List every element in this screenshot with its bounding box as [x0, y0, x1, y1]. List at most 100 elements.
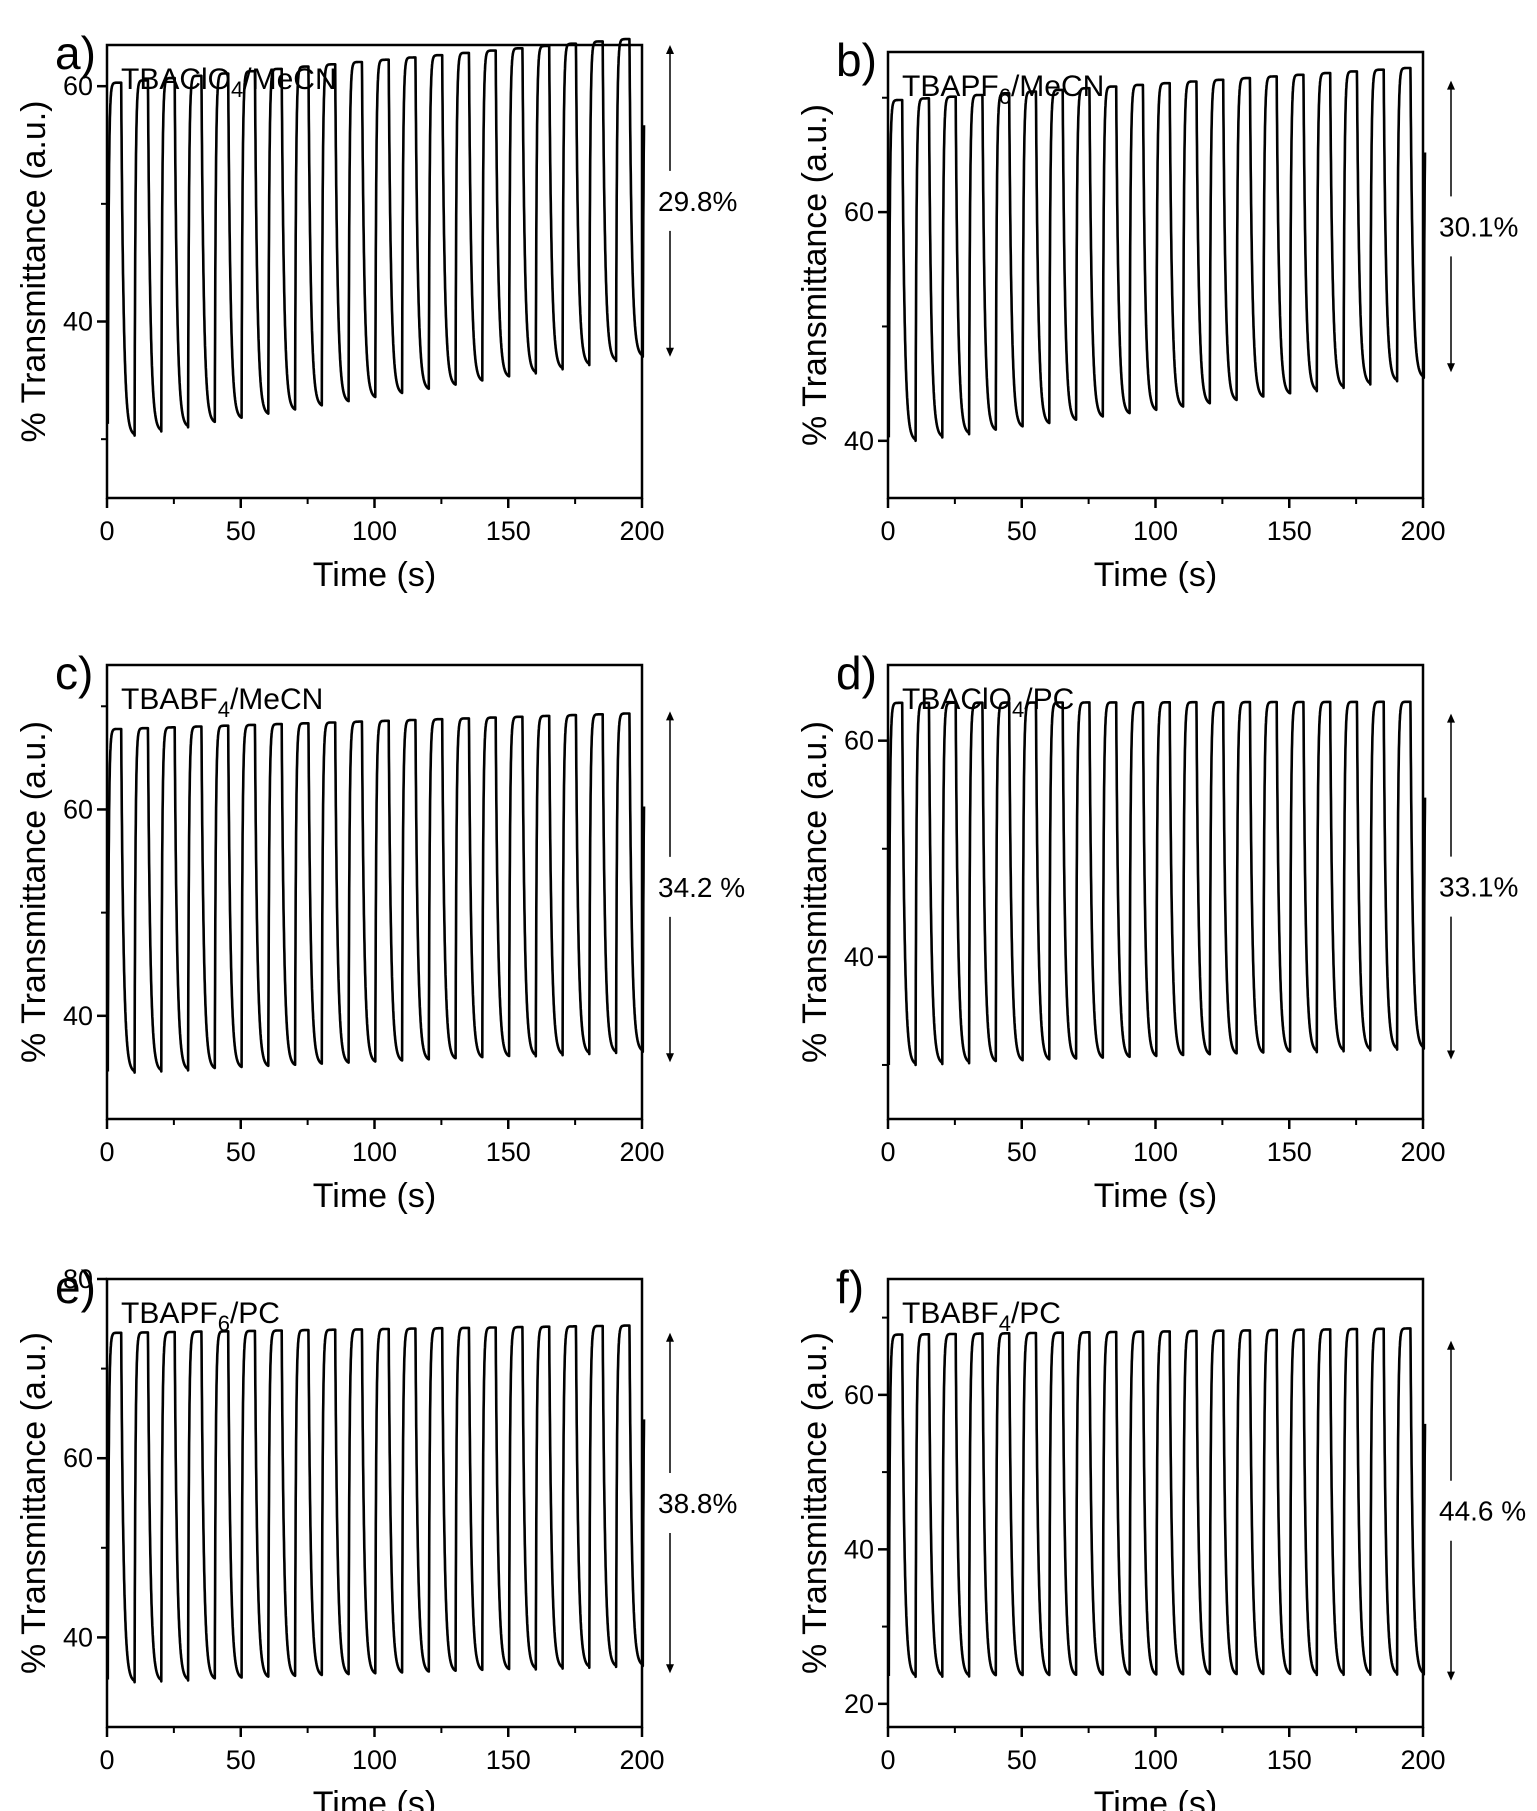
- panel-d: 0 50 100 150 200 40 60 Time (s) % Transmittance …: [796, 647, 1518, 1215]
- amplitude-label: 29.8%: [658, 186, 737, 217]
- x-tick-label: 0: [99, 1137, 114, 1167]
- legend-main: TBABF: [902, 1297, 999, 1330]
- legend-label: TBAPF6/PC: [121, 1297, 280, 1336]
- y-tick-label: 40: [63, 1001, 93, 1031]
- legend-label: TBABF4/PC: [902, 1297, 1061, 1336]
- y-tick-label: 40: [844, 1534, 874, 1564]
- x-tick-label: 100: [1133, 1137, 1178, 1167]
- y-axis-title: % Transmittance (a.u.): [796, 1332, 834, 1674]
- y-tick-label: 60: [844, 1380, 874, 1410]
- x-tick-label: 100: [1133, 1745, 1178, 1775]
- panel-label: c): [55, 647, 93, 699]
- x-tick-label: 200: [1400, 516, 1445, 546]
- x-tick-label: 0: [99, 1745, 114, 1775]
- legend-sub: 6: [218, 1311, 230, 1336]
- legend-rest: /PC: [230, 1297, 280, 1330]
- y-tick-label: 80: [63, 1264, 93, 1294]
- series-line: [106, 1324, 646, 1684]
- x-tick-label: 200: [619, 516, 664, 546]
- arrow-head-down: [1447, 363, 1455, 373]
- y-tick-label: 40: [63, 307, 93, 337]
- y-axis-title: % Transmittance (a.u.): [15, 100, 53, 442]
- x-axis-title: Time (s): [313, 556, 436, 594]
- x-tick-label: 0: [880, 1137, 895, 1167]
- y-tick-label: 40: [844, 942, 874, 972]
- amplitude-label: 33.1%: [1439, 872, 1518, 903]
- amplitude-label: 34.2 %: [658, 872, 745, 903]
- series-line: [887, 700, 1427, 1067]
- x-axis-title: Time (s): [313, 1785, 436, 1811]
- y-tick-label: 60: [63, 71, 93, 101]
- legend-rest: /PC: [1011, 1297, 1061, 1330]
- amplitude-label: 38.8%: [658, 1488, 737, 1519]
- x-tick-label: 150: [1267, 516, 1312, 546]
- y-axis-title: % Transmittance (a.u.): [15, 721, 53, 1063]
- x-tick-label: 150: [486, 1137, 531, 1167]
- y-axis-title: % Transmittance (a.u.): [796, 721, 834, 1063]
- panel-a: 0 50 100 150 200 40 60 Time (s) % Transmittance …: [15, 27, 737, 594]
- arrow-head-up: [1447, 80, 1455, 90]
- panel-e: 0 50 100 150 200 40 60 80 Time (s) % Transmittanc…: [15, 1261, 737, 1811]
- x-tick-label: 0: [880, 1745, 895, 1775]
- amplitude-label: 30.1%: [1439, 211, 1518, 242]
- series-line: [106, 37, 646, 437]
- x-tick-label: 200: [1400, 1137, 1445, 1167]
- x-tick-label: 150: [486, 516, 531, 546]
- legend-sub: 4: [231, 77, 243, 102]
- x-tick-label: 200: [619, 1745, 664, 1775]
- x-tick-label: 50: [1007, 1745, 1037, 1775]
- x-tick-label: 150: [1267, 1745, 1312, 1775]
- legend-sub: 4: [1012, 697, 1024, 722]
- panel-label: f): [836, 1261, 864, 1313]
- y-tick-label: 40: [63, 1622, 93, 1652]
- panel-c: 0 50 100 150 200 40 60 Time (s) % Transmittance …: [15, 647, 745, 1215]
- legend-rest: /MeCN: [243, 63, 336, 96]
- y-tick-label: 40: [844, 426, 874, 456]
- legend-sub: 4: [218, 697, 230, 722]
- arrow-head-down: [666, 347, 674, 357]
- series-line: [887, 66, 1427, 443]
- legend-sub: 6: [999, 84, 1011, 109]
- series-line: [106, 712, 646, 1074]
- y-tick-label: 60: [844, 197, 874, 227]
- x-tick-label: 0: [880, 516, 895, 546]
- x-tick-label: 50: [226, 516, 256, 546]
- legend-sub: 4: [999, 1311, 1011, 1336]
- y-axis-title: % Transmittance (a.u.): [796, 104, 834, 446]
- x-tick-label: 100: [1133, 516, 1178, 546]
- amplitude-label: 44.6 %: [1439, 1496, 1526, 1527]
- panel-label: b): [836, 34, 877, 86]
- x-axis-title: Time (s): [313, 1177, 436, 1215]
- y-tick-label: 20: [844, 1689, 874, 1719]
- arrow-head-up: [666, 1332, 674, 1342]
- y-tick-label: 60: [844, 726, 874, 756]
- y-tick-label: 60: [63, 1443, 93, 1473]
- y-axis-title: % Transmittance (a.u.): [15, 1332, 53, 1674]
- y-tick-label: 60: [63, 794, 93, 824]
- x-tick-label: 0: [99, 516, 114, 546]
- x-tick-label: 100: [352, 516, 397, 546]
- x-tick-label: 150: [486, 1745, 531, 1775]
- panel-label: e): [55, 1261, 96, 1313]
- x-tick-label: 200: [619, 1137, 664, 1167]
- legend-label: TBABF4/MeCN: [121, 683, 323, 722]
- legend-main: TBAPF: [902, 70, 999, 103]
- x-axis-title: Time (s): [1094, 556, 1217, 594]
- arrow-head-down: [1447, 1671, 1455, 1681]
- legend-rest: /MeCN: [230, 683, 323, 716]
- legend-label: TBAPF6/MeCN: [902, 70, 1104, 109]
- x-tick-label: 200: [1400, 1745, 1445, 1775]
- x-axis-title: Time (s): [1094, 1785, 1217, 1811]
- arrow-head-down: [1447, 1050, 1455, 1060]
- x-tick-label: 50: [1007, 516, 1037, 546]
- x-axis-title: Time (s): [1094, 1177, 1217, 1215]
- arrow-head-up: [1447, 1340, 1455, 1350]
- series-line: [887, 1327, 1427, 1679]
- x-tick-label: 100: [352, 1745, 397, 1775]
- arrow-head-up: [666, 45, 674, 54]
- x-tick-label: 150: [1267, 1137, 1312, 1167]
- legend-main: TBAPF: [121, 1297, 218, 1330]
- arrow-head-up: [1447, 713, 1455, 723]
- panel-f: 0 50 100 150 200 20 40 60 Time (s) % Transmittanc…: [796, 1261, 1526, 1811]
- arrow-head-up: [666, 711, 674, 721]
